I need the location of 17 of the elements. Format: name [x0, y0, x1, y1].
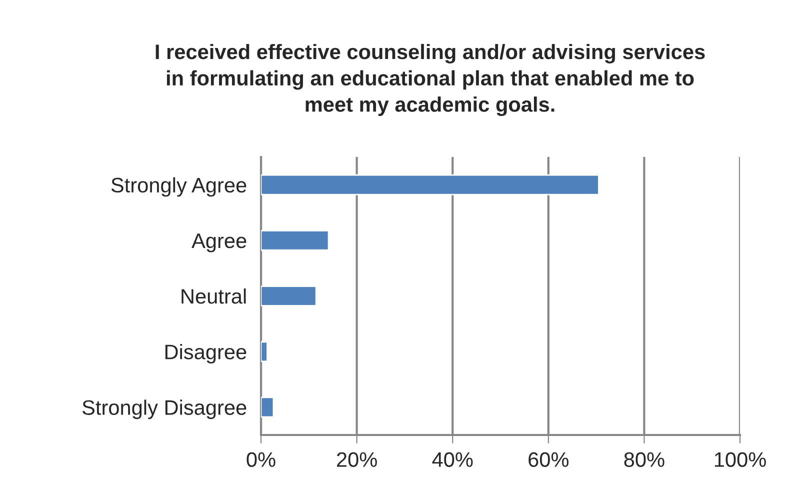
x-tick-label: 80%: [624, 452, 664, 467]
y-tick-label: Strongly Disagree: [82, 400, 246, 420]
bar: [261, 396, 274, 418]
x-tick-label: 20%: [337, 452, 377, 467]
x-tick-label: 0%: [246, 452, 276, 467]
x-tick-label: 40%: [432, 452, 473, 467]
bar: [261, 341, 268, 362]
bar: [261, 174, 600, 196]
chart-title: I received effective counseling and/or advising services in formulating an educational plan that enabled me to meet my academic goals.: [156, 44, 705, 116]
y-tick-label: Agree: [192, 234, 246, 252]
y-tick-label: Disagree: [165, 344, 246, 364]
bar: [261, 286, 317, 306]
y-tick-label: Neutral: [182, 288, 246, 304]
x-tick-label: 100%: [714, 452, 766, 467]
y-tick-label: Strongly Agree: [111, 177, 246, 197]
x-tick-label: 60%: [528, 452, 569, 467]
bar: [261, 230, 330, 251]
